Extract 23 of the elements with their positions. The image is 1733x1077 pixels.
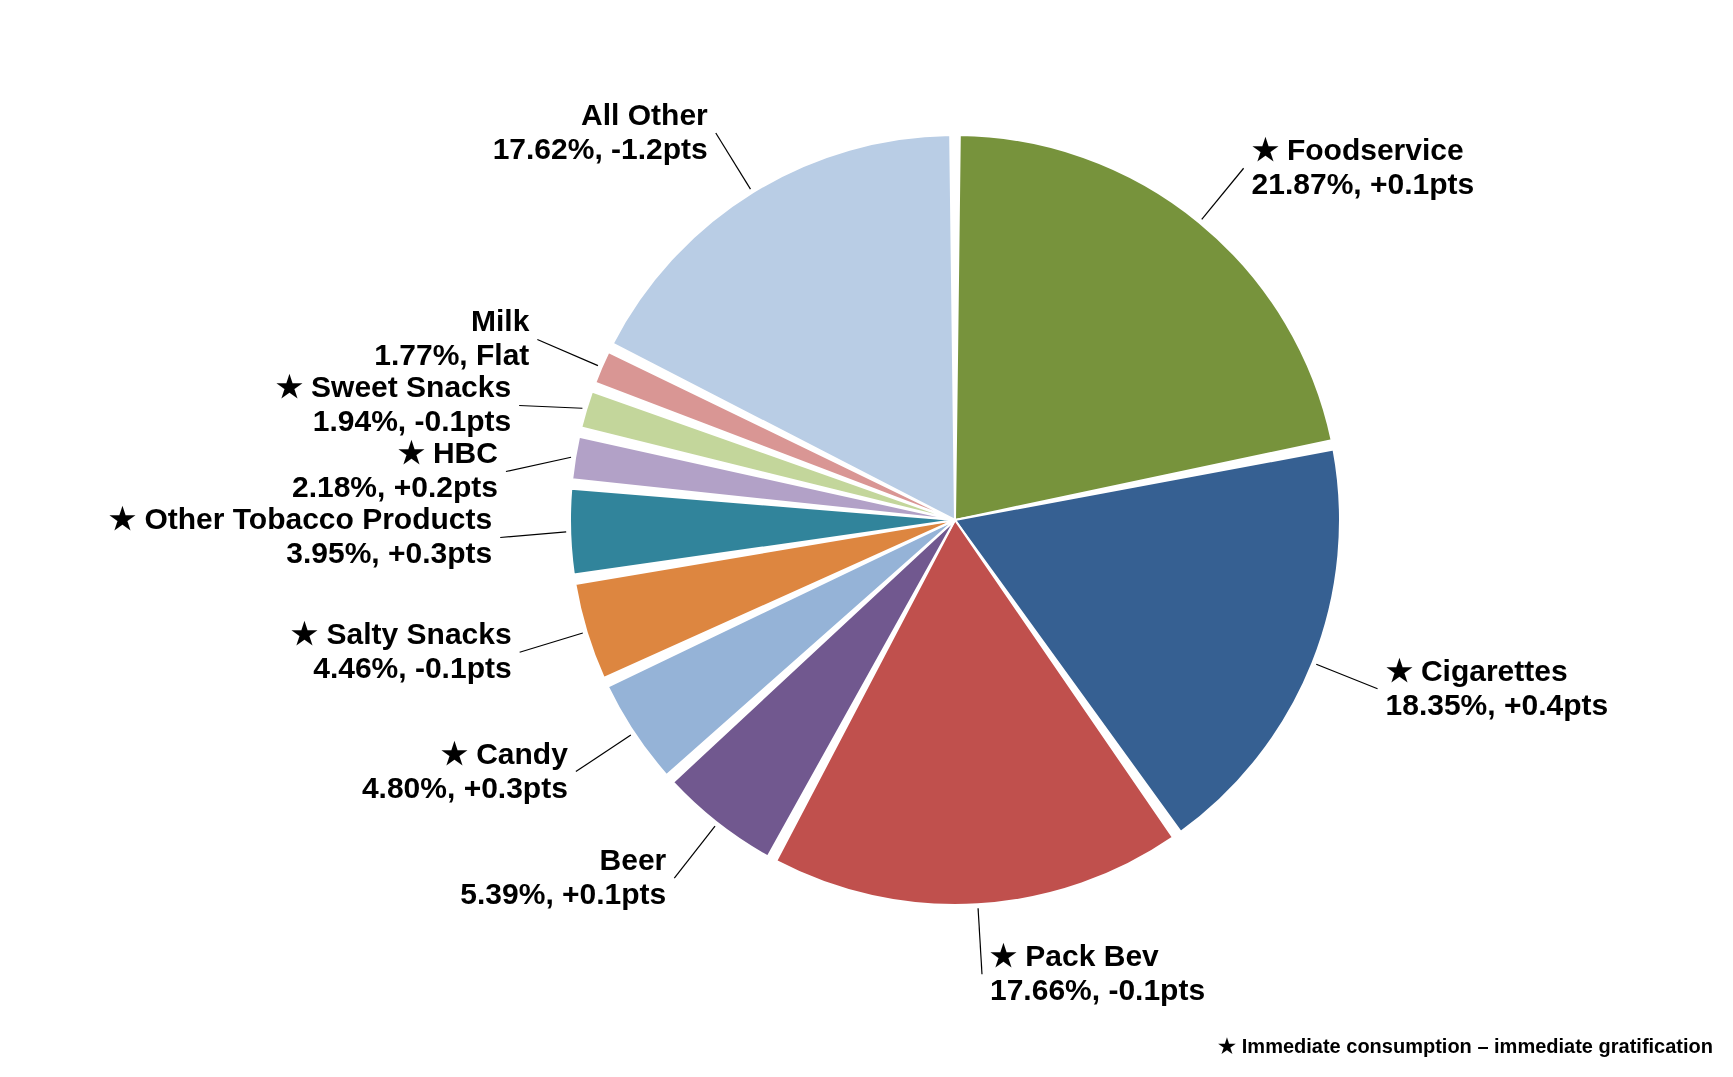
slice-label: ★ Cigarettes [1385, 653, 1568, 687]
data-label: 4.46%, -0.1pts [313, 651, 512, 685]
slice-label: ★ Candy [440, 736, 569, 770]
slice-label: ★ Other Tobacco Products [109, 502, 493, 536]
text: ★ Immediate consumption – immediate gratification [1218, 1035, 1713, 1057]
data-label: 3.95%, +0.3pts [286, 536, 493, 570]
data-label: 5.39%, +0.1pts [460, 877, 667, 911]
data-label: 21.87%, +0.1pts [1251, 167, 1475, 201]
data-label: 2.18%, +0.2pts [291, 470, 498, 504]
data-label: 1.94%, -0.1pts [312, 404, 512, 438]
slice-label: ★ HBC [397, 436, 498, 470]
slice-label: Milk [470, 304, 530, 338]
slice-label: ★ Sweet Snacks [275, 370, 512, 404]
slice-label: ★ Salty Snacks [291, 617, 512, 651]
data-label: 1.77%, Flat [374, 338, 530, 372]
slice-label: Beer [599, 843, 667, 877]
data-label: 18.35%, +0.4pts [1385, 687, 1609, 721]
data-label: 17.66%, -0.1pts [990, 973, 1206, 1007]
data-label: 17.62%, -1.2pts [492, 131, 708, 165]
slice-label: ★ Pack Bev [990, 939, 1160, 973]
slice-label: ★ Foodservice [1251, 133, 1464, 167]
slice-label: All Other [581, 97, 709, 131]
data-label: 4.80%, +0.3pts [361, 770, 568, 804]
